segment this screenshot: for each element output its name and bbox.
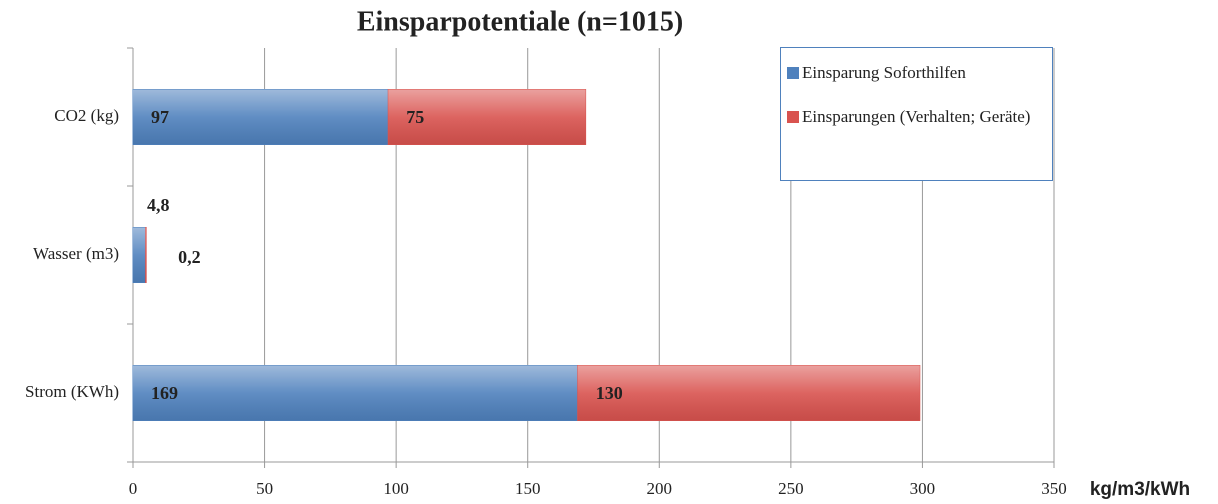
data-label: 130 <box>596 383 623 403</box>
data-label: 169 <box>151 383 178 403</box>
x-tick-label: 350 <box>1041 479 1067 498</box>
x-tick-label: 150 <box>515 479 541 498</box>
x-tick-label: 0 <box>129 479 138 498</box>
bar-shine <box>577 365 920 421</box>
x-tick-label: 100 <box>383 479 409 498</box>
legend-item: Einsparung Soforthilfen <box>787 62 1044 84</box>
bar-shine <box>133 365 578 421</box>
x-tick-label: 50 <box>256 479 273 498</box>
bar-shine <box>133 227 146 283</box>
data-label: 0,2 <box>178 247 201 267</box>
legend-item: Einsparungen (Verhalten; Geräte) <box>787 106 1044 128</box>
legend: Einsparung Soforthilfen Einsparungen (Ver… <box>780 47 1053 181</box>
bar-shine <box>133 89 389 145</box>
data-label: 75 <box>406 107 424 127</box>
data-label: 4,8 <box>147 195 170 215</box>
x-axis-label: kg/m3/kWh <box>1090 479 1190 500</box>
data-label: 97 <box>151 107 169 127</box>
bar-shine <box>145 227 147 283</box>
bar-shine <box>388 89 586 145</box>
legend-swatch <box>787 111 799 123</box>
chart-title: Einsparpotentiale (n=1015) <box>357 6 683 37</box>
y-tick-label: Strom (KWh) <box>25 382 119 401</box>
legend-label: Einsparung Soforthilfen <box>802 63 966 82</box>
y-tick-label: CO2 (kg) <box>54 106 119 125</box>
legend-swatch <box>787 67 799 79</box>
x-tick-label: 200 <box>647 479 673 498</box>
y-tick-label: Wasser (m3) <box>33 244 119 263</box>
legend-label: Einsparungen (Verhalten; Geräte) <box>802 107 1031 126</box>
x-tick-label: 250 <box>778 479 804 498</box>
x-tick-label: 300 <box>910 479 936 498</box>
